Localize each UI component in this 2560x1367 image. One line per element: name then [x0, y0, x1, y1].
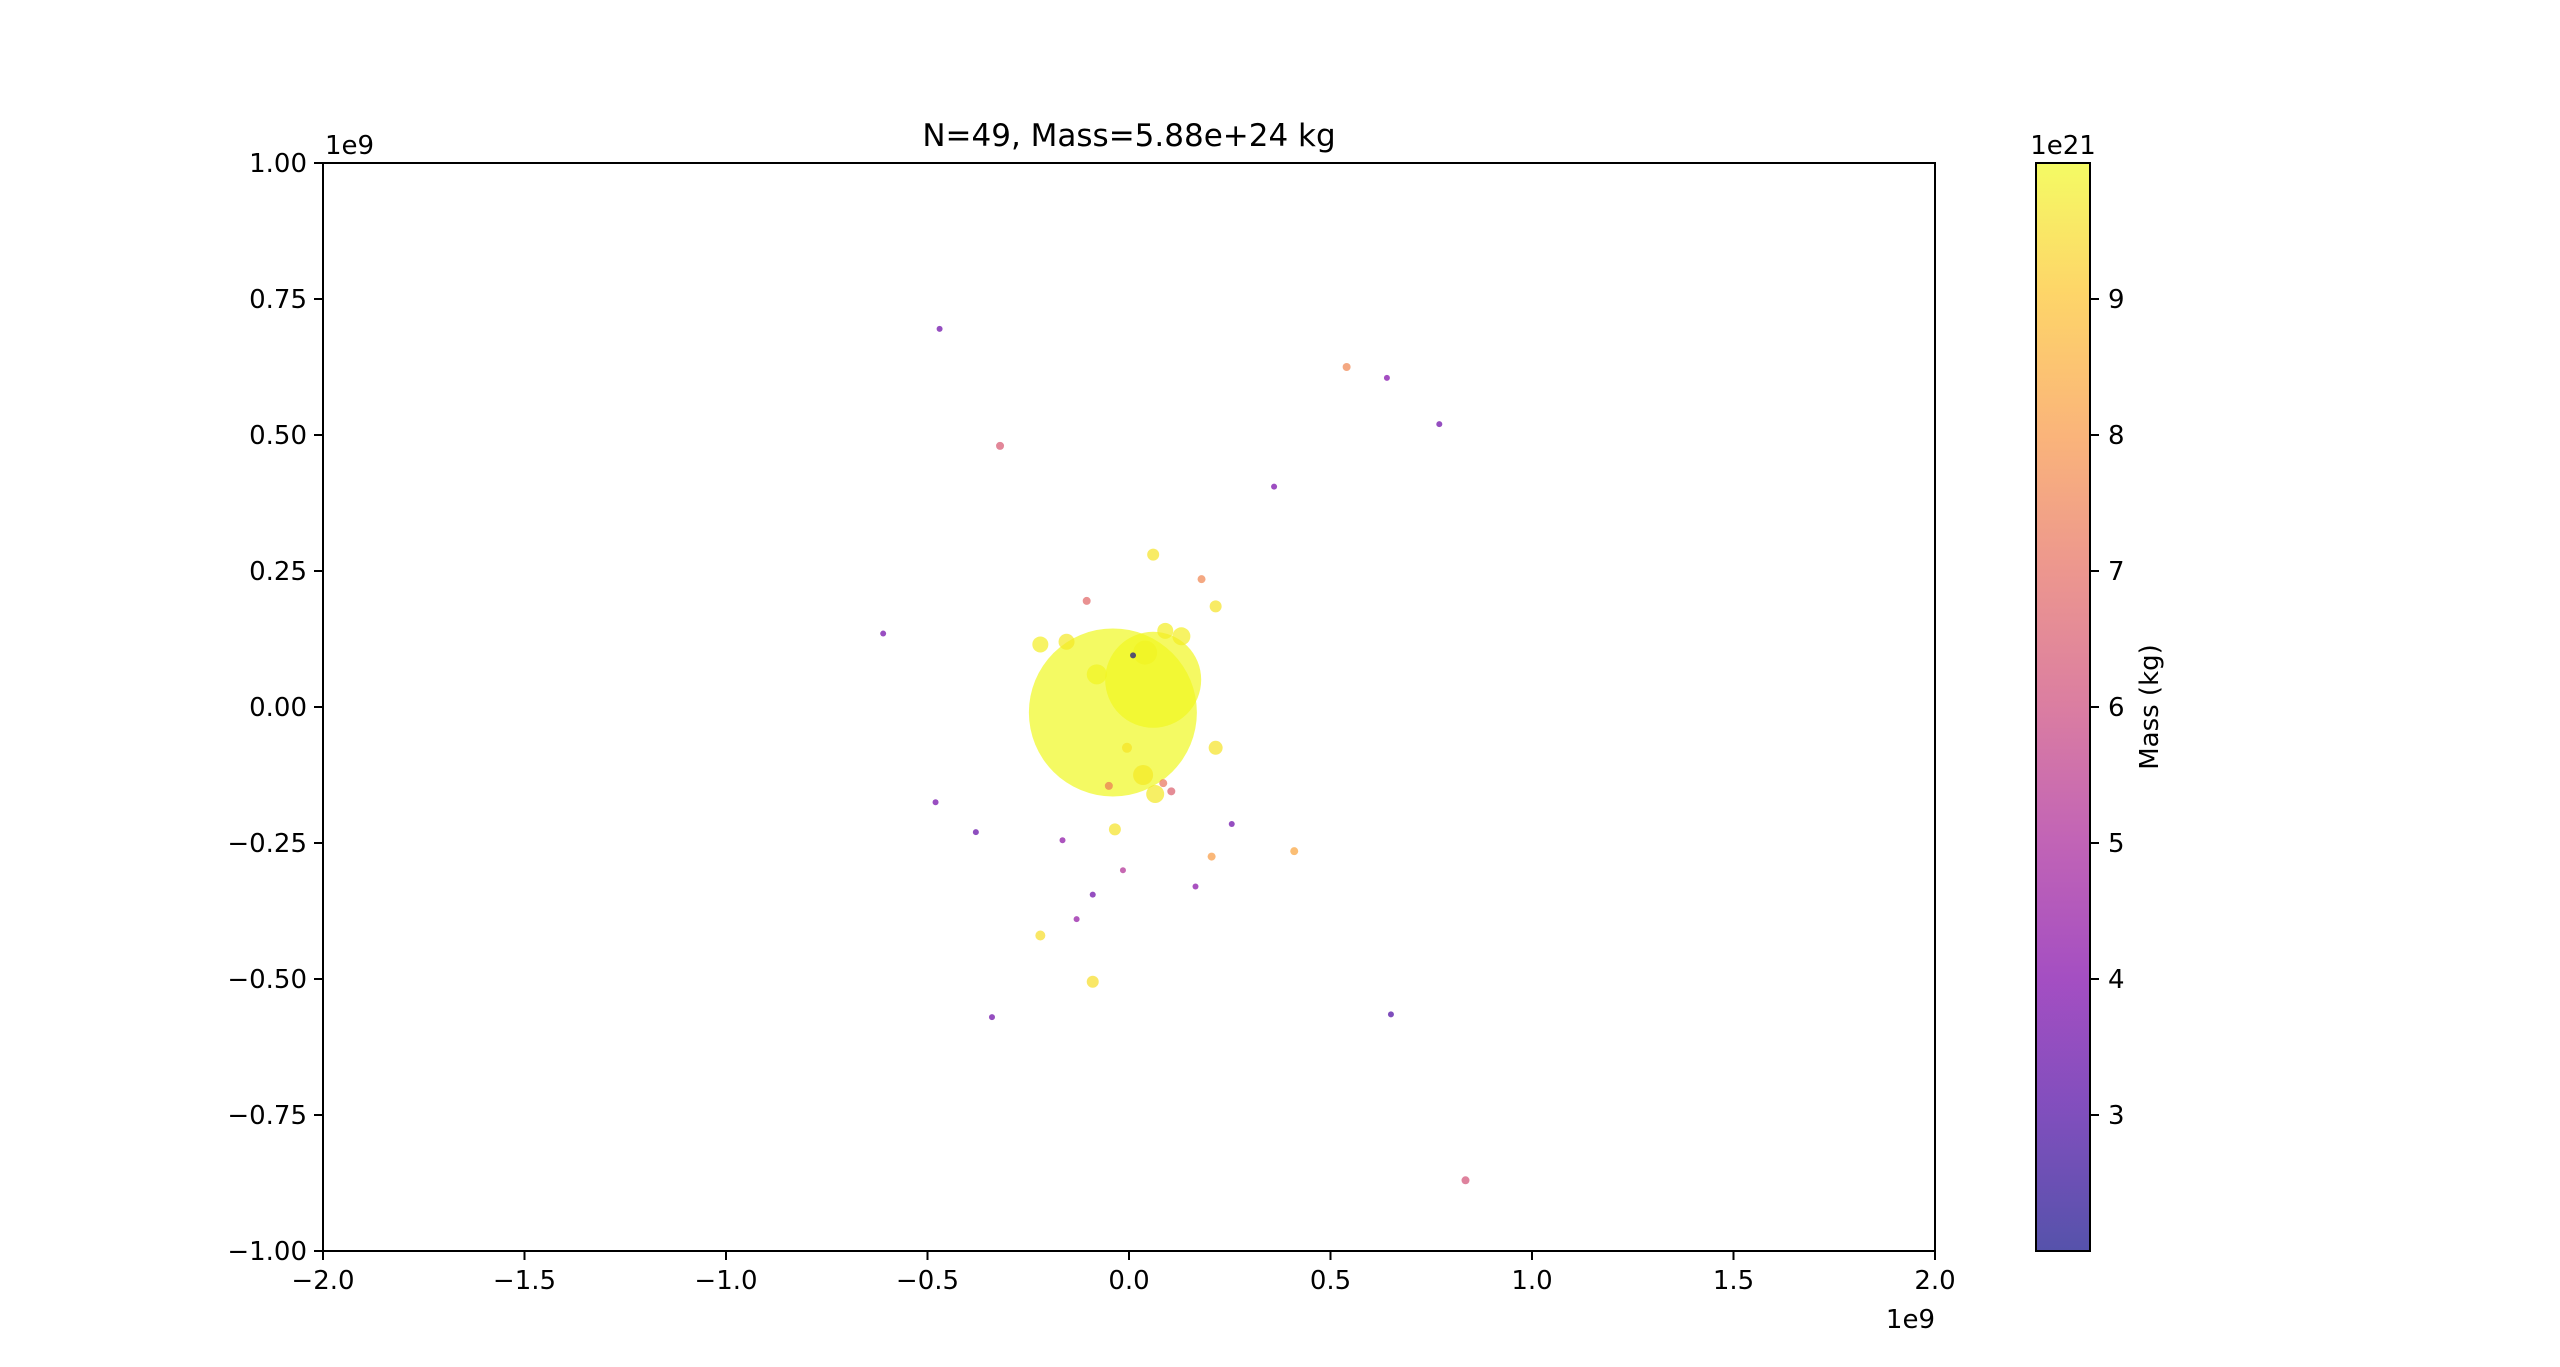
y-axis: −1.00 −0.75 −0.50 −0.25 0.00 0.25 0.50 0.75 1.00: [227, 149, 323, 1267]
scatter-point: [1207, 852, 1216, 861]
chart-title: N=49, Mass=5.88e+24 kg: [922, 118, 1335, 154]
y-tick-label: 1.00: [249, 149, 307, 179]
scatter-point: [1130, 652, 1137, 659]
y-offset-label: 1e9: [325, 131, 374, 161]
scatter-points: [880, 325, 1470, 1185]
scatter-point: [1058, 633, 1075, 650]
scatter-point: [1167, 787, 1176, 796]
scatter-point: [1383, 374, 1390, 381]
x-tick-label: −1.5: [493, 1266, 556, 1296]
scatter-point: [1105, 631, 1202, 728]
colorbar-tick-label: 8: [2108, 421, 2125, 451]
y-tick-label: −0.25: [227, 829, 307, 859]
colorbar-label: Mass (kg): [2135, 644, 2165, 770]
x-tick-label: 1.0: [1511, 1266, 1552, 1296]
scatter-point: [972, 829, 979, 836]
colorbar-tick-label: 6: [2108, 693, 2125, 723]
colorbar-axis: 3 4 5 6 7 8 9: [2090, 285, 2125, 1131]
scatter-point: [1387, 1011, 1394, 1018]
scatter-point: [1059, 837, 1066, 844]
scatter-point: [1086, 975, 1099, 988]
x-tick-label: 2.0: [1914, 1266, 1955, 1296]
scatter-point: [1035, 930, 1046, 941]
colorbar-tick-label: 4: [2108, 965, 2125, 995]
scatter-point: [1147, 548, 1160, 561]
scatter-point: [1082, 596, 1091, 605]
scatter-point: [1461, 1176, 1470, 1185]
x-tick-label: −2.0: [291, 1266, 354, 1296]
scatter-point: [1159, 779, 1168, 788]
scatter-point: [1192, 883, 1199, 890]
scatter-point: [1121, 742, 1132, 753]
scatter-point: [1271, 483, 1278, 490]
x-tick-label: 0.5: [1310, 1266, 1351, 1296]
x-offset-label: 1e9: [1886, 1305, 1935, 1335]
scatter-point: [1104, 781, 1113, 790]
x-tick-label: −0.5: [896, 1266, 959, 1296]
scatter-point: [1208, 740, 1223, 755]
colorbar-tick-label: 7: [2108, 557, 2125, 587]
y-tick-label: 0.00: [249, 693, 307, 723]
scatter-point: [1342, 363, 1351, 371]
x-tick-label: 1.5: [1713, 1266, 1754, 1296]
scatter-point: [1073, 916, 1080, 923]
scatter-point: [996, 441, 1005, 450]
scatter-point: [1119, 867, 1126, 874]
scatter-point: [1146, 785, 1165, 804]
x-axis: −2.0 −1.5 −1.0 −0.5 0.0 0.5 1.0 1.5 2.0: [291, 1251, 1956, 1296]
scatter-point: [1086, 664, 1107, 685]
scatter-point: [1133, 765, 1154, 785]
colorbar-tick-label: 3: [2108, 1101, 2125, 1131]
scatter-point: [1290, 847, 1299, 856]
colorbar: [2035, 162, 2091, 1252]
y-tick-label: 0.75: [249, 285, 307, 315]
y-tick-label: −0.50: [227, 965, 307, 995]
scatter-point: [1089, 891, 1096, 898]
scatter-point: [1172, 627, 1191, 646]
colorbar-offset-label: 1e21: [2030, 131, 2096, 161]
scatter-point: [1228, 820, 1235, 827]
y-tick-label: −1.00: [227, 1237, 307, 1267]
scatter-point: [932, 799, 939, 806]
y-tick-label: 0.25: [249, 557, 307, 587]
scatter-point: [880, 630, 887, 637]
scatter-point: [1108, 823, 1121, 836]
scatter-point: [1032, 636, 1049, 653]
y-tick-label: 0.50: [249, 421, 307, 451]
scatter-point: [1197, 575, 1206, 584]
colorbar-tick-label: 9: [2108, 285, 2125, 315]
scatter-point: [1436, 421, 1443, 428]
scatter-point: [1133, 640, 1158, 665]
scatter-point: [936, 325, 943, 332]
scatter-point: [1157, 622, 1174, 639]
scatter-point: [988, 1014, 995, 1021]
scatter-point: [1209, 600, 1222, 613]
x-tick-label: 0.0: [1108, 1266, 1149, 1296]
x-tick-label: −1.0: [694, 1266, 757, 1296]
y-tick-label: −0.75: [227, 1101, 307, 1131]
colorbar-tick-label: 5: [2108, 829, 2125, 859]
